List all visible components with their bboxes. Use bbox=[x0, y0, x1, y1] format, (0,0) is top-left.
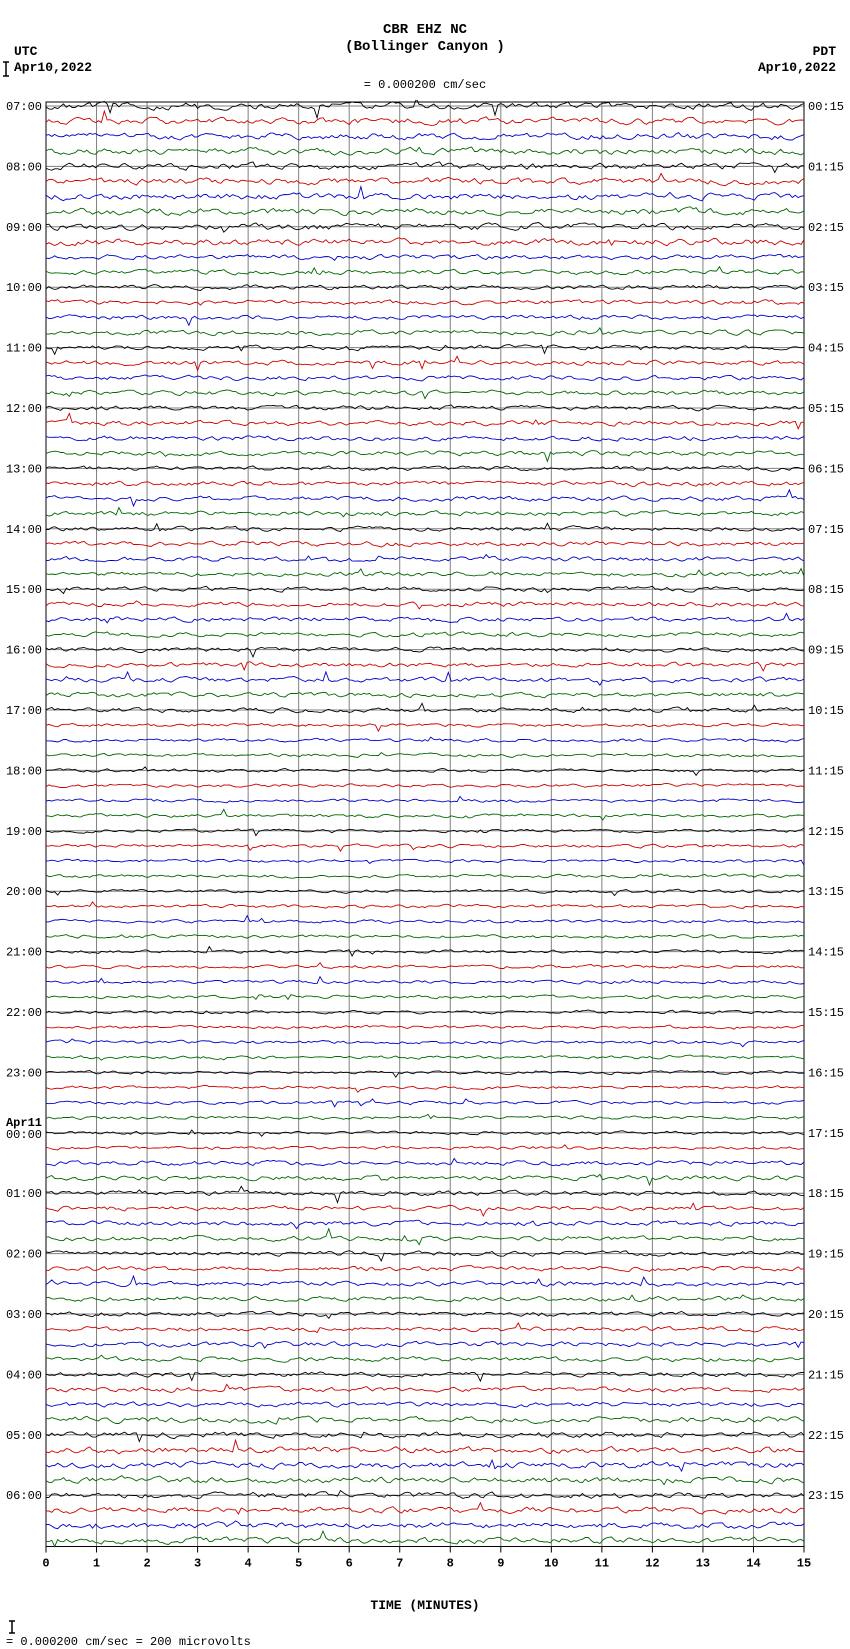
svg-text:14:15: 14:15 bbox=[808, 946, 844, 960]
svg-text:15:00: 15:00 bbox=[6, 583, 42, 597]
svg-text:8: 8 bbox=[447, 1556, 454, 1570]
tz-right: PDT Apr10,2022 bbox=[758, 44, 836, 75]
svg-text:18:15: 18:15 bbox=[808, 1187, 844, 1201]
svg-text:23:00: 23:00 bbox=[6, 1066, 42, 1080]
svg-text:03:15: 03:15 bbox=[808, 281, 844, 295]
svg-text:22:00: 22:00 bbox=[6, 1006, 42, 1020]
station-location: (Bollinger Canyon ) bbox=[0, 39, 850, 56]
seismogram-plot: 07:00 08:00 09:00 10:00 11:00 12:00 13:00 14:00… bbox=[0, 100, 850, 1596]
svg-text:06:00: 06:00 bbox=[6, 1489, 42, 1503]
svg-text:12:15: 12:15 bbox=[808, 825, 844, 839]
svg-text:09:15: 09:15 bbox=[808, 644, 844, 658]
svg-text:08:00: 08:00 bbox=[6, 160, 42, 174]
svg-text:13: 13 bbox=[696, 1556, 710, 1570]
svg-text:20:15: 20:15 bbox=[808, 1308, 844, 1322]
svg-text:0: 0 bbox=[42, 1556, 49, 1570]
svg-text:05:00: 05:00 bbox=[6, 1429, 42, 1443]
svg-text:07:00: 07:00 bbox=[6, 100, 42, 114]
seismogram-svg: 07:00 08:00 09:00 10:00 11:00 12:00 13:00 14:00… bbox=[0, 100, 850, 1596]
footer-scale-bar-icon bbox=[6, 1619, 20, 1635]
svg-text:18:00: 18:00 bbox=[6, 764, 42, 778]
svg-text:2: 2 bbox=[143, 1556, 150, 1570]
svg-text:21:15: 21:15 bbox=[808, 1368, 844, 1382]
svg-text:14:00: 14:00 bbox=[6, 523, 42, 537]
svg-text:10:15: 10:15 bbox=[808, 704, 844, 718]
svg-text:11: 11 bbox=[595, 1556, 609, 1570]
footer: = 0.000200 cm/sec = 200 microvolts bbox=[0, 1613, 850, 1649]
svg-text:7: 7 bbox=[396, 1556, 403, 1570]
svg-text:15: 15 bbox=[797, 1556, 811, 1570]
tz-left: UTC Apr10,2022 bbox=[14, 44, 92, 75]
svg-text:07:15: 07:15 bbox=[808, 523, 844, 537]
svg-text:06:15: 06:15 bbox=[808, 462, 844, 476]
scale-line: = 0.000200 cm/sec bbox=[0, 60, 850, 92]
svg-text:4: 4 bbox=[245, 1556, 252, 1570]
svg-text:23:15: 23:15 bbox=[808, 1489, 844, 1503]
svg-text:05:15: 05:15 bbox=[808, 402, 844, 416]
svg-text:01:15: 01:15 bbox=[808, 160, 844, 174]
svg-text:09:00: 09:00 bbox=[6, 221, 42, 235]
svg-text:5: 5 bbox=[295, 1556, 302, 1570]
tz-left-date: Apr10,2022 bbox=[14, 60, 92, 76]
svg-text:00:00: 00:00 bbox=[6, 1128, 42, 1142]
svg-text:3: 3 bbox=[194, 1556, 201, 1570]
scale-label: = 0.000200 cm/sec bbox=[364, 78, 486, 92]
svg-text:13:00: 13:00 bbox=[6, 462, 42, 476]
svg-text:01:00: 01:00 bbox=[6, 1187, 42, 1201]
svg-text:17:15: 17:15 bbox=[808, 1127, 844, 1141]
svg-text:12: 12 bbox=[645, 1556, 659, 1570]
svg-text:04:00: 04:00 bbox=[6, 1368, 42, 1382]
svg-text:10: 10 bbox=[544, 1556, 558, 1570]
station-code: CBR EHZ NC bbox=[0, 22, 850, 39]
svg-text:17:00: 17:00 bbox=[6, 704, 42, 718]
svg-text:9: 9 bbox=[497, 1556, 504, 1570]
svg-text:20:00: 20:00 bbox=[6, 885, 42, 899]
svg-text:13:15: 13:15 bbox=[808, 885, 844, 899]
svg-text:02:00: 02:00 bbox=[6, 1248, 42, 1262]
svg-text:08:15: 08:15 bbox=[808, 583, 844, 597]
svg-text:16:00: 16:00 bbox=[6, 644, 42, 658]
svg-text:14: 14 bbox=[746, 1556, 760, 1570]
svg-text:19:00: 19:00 bbox=[6, 825, 42, 839]
svg-text:22:15: 22:15 bbox=[808, 1429, 844, 1443]
svg-text:19:15: 19:15 bbox=[808, 1248, 844, 1262]
svg-text:11:00: 11:00 bbox=[6, 342, 42, 356]
svg-text:04:15: 04:15 bbox=[808, 342, 844, 356]
svg-text:21:00: 21:00 bbox=[6, 946, 42, 960]
tz-right-tz: PDT bbox=[758, 44, 836, 60]
scale-bar-icon bbox=[0, 60, 12, 78]
svg-text:16:15: 16:15 bbox=[808, 1066, 844, 1080]
tz-left-tz: UTC bbox=[14, 44, 92, 60]
xaxis-label: TIME (MINUTES) bbox=[0, 1598, 850, 1613]
svg-text:15:15: 15:15 bbox=[808, 1006, 844, 1020]
header: CBR EHZ NC (Bollinger Canyon ) = 0.00020… bbox=[0, 0, 850, 92]
svg-text:12:00: 12:00 bbox=[6, 402, 42, 416]
svg-text:6: 6 bbox=[346, 1556, 353, 1570]
tz-right-date: Apr10,2022 bbox=[758, 60, 836, 76]
svg-text:11:15: 11:15 bbox=[808, 764, 844, 778]
footer-text: = 0.000200 cm/sec = 200 microvolts bbox=[6, 1635, 251, 1649]
svg-text:10:00: 10:00 bbox=[6, 281, 42, 295]
svg-text:1: 1 bbox=[93, 1556, 100, 1570]
svg-text:00:15: 00:15 bbox=[808, 100, 844, 114]
svg-text:02:15: 02:15 bbox=[808, 221, 844, 235]
svg-text:03:00: 03:00 bbox=[6, 1308, 42, 1322]
